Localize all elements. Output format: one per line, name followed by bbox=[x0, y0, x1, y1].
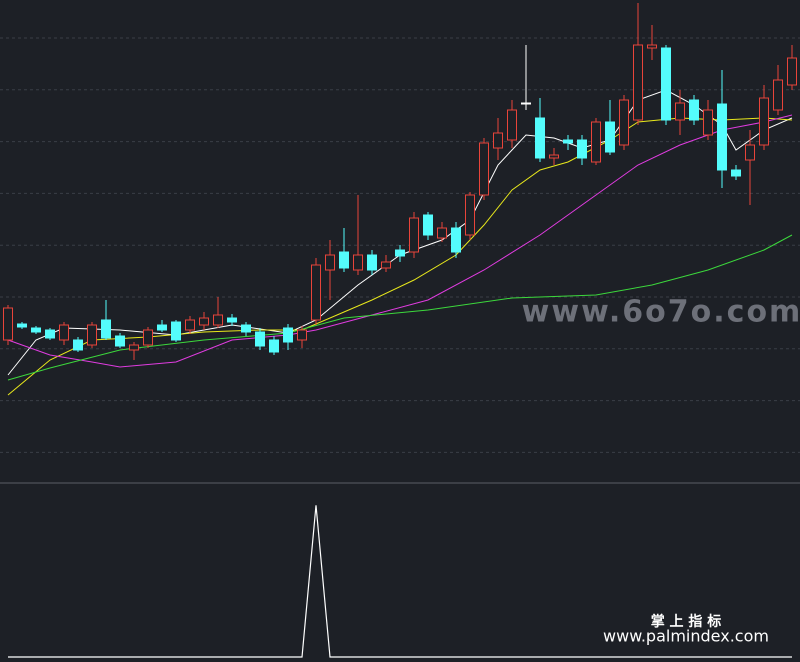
candle-body bbox=[591, 121, 601, 163]
candle-body bbox=[745, 144, 755, 161]
candle-body bbox=[115, 335, 125, 347]
candle-body bbox=[787, 57, 797, 86]
candle-body bbox=[423, 214, 433, 236]
candle-body bbox=[59, 324, 69, 341]
candle-body bbox=[479, 142, 489, 196]
candle-body bbox=[493, 132, 503, 149]
candle-body bbox=[269, 339, 279, 353]
candle-body bbox=[3, 307, 13, 341]
candle-body bbox=[535, 117, 545, 159]
candle-body bbox=[241, 324, 251, 333]
candle-body bbox=[605, 121, 615, 153]
candle-body bbox=[213, 314, 223, 326]
candle-body bbox=[31, 327, 41, 333]
candle-body bbox=[395, 249, 405, 257]
candle-body bbox=[703, 109, 713, 136]
candle-body bbox=[325, 254, 335, 271]
candle-body bbox=[437, 227, 447, 239]
candle-body bbox=[129, 344, 139, 351]
candle-body bbox=[157, 324, 167, 331]
candle-body bbox=[773, 79, 783, 111]
candle-body bbox=[563, 139, 573, 144]
candle-body bbox=[339, 251, 349, 269]
candle-body bbox=[311, 264, 321, 321]
candle-body bbox=[633, 44, 643, 121]
candle-body bbox=[227, 317, 237, 323]
candle-body bbox=[101, 319, 111, 339]
candle-body bbox=[185, 319, 195, 331]
candle-body bbox=[199, 317, 209, 326]
candle-body bbox=[619, 99, 629, 146]
watermark-brand: 掌 上 指 标 bbox=[651, 613, 722, 630]
candle-body bbox=[577, 139, 587, 159]
candle-body bbox=[367, 254, 377, 271]
candle-body bbox=[353, 254, 363, 271]
watermark-site: www.6o7o.com bbox=[522, 295, 800, 330]
candle-body bbox=[143, 329, 153, 346]
indicator-line bbox=[8, 505, 792, 658]
candle-body bbox=[45, 329, 55, 339]
candle-body bbox=[717, 103, 727, 171]
moving-average bbox=[7, 234, 793, 381]
watermark-url: www.palmindex.com bbox=[603, 627, 769, 646]
candle-body bbox=[507, 109, 517, 141]
moving-average bbox=[7, 114, 793, 368]
candle-body bbox=[297, 329, 307, 341]
candle-body bbox=[759, 97, 769, 146]
candle-body bbox=[255, 331, 265, 347]
candle-body bbox=[689, 99, 699, 121]
moving-average bbox=[7, 89, 793, 376]
candle-body bbox=[451, 227, 461, 253]
candle-body bbox=[675, 102, 685, 121]
candle-body bbox=[409, 217, 419, 253]
candle-body bbox=[17, 323, 27, 328]
candle-body bbox=[661, 47, 671, 121]
candle-body bbox=[171, 321, 181, 341]
candle-body bbox=[87, 324, 97, 346]
candle-body bbox=[549, 154, 559, 159]
candle-body bbox=[647, 44, 657, 49]
candle-body bbox=[731, 169, 741, 177]
candle-body bbox=[521, 102, 531, 105]
candle-body bbox=[283, 327, 293, 343]
candle-body bbox=[465, 194, 475, 236]
candle-body bbox=[73, 339, 83, 351]
candle-body bbox=[381, 261, 391, 269]
